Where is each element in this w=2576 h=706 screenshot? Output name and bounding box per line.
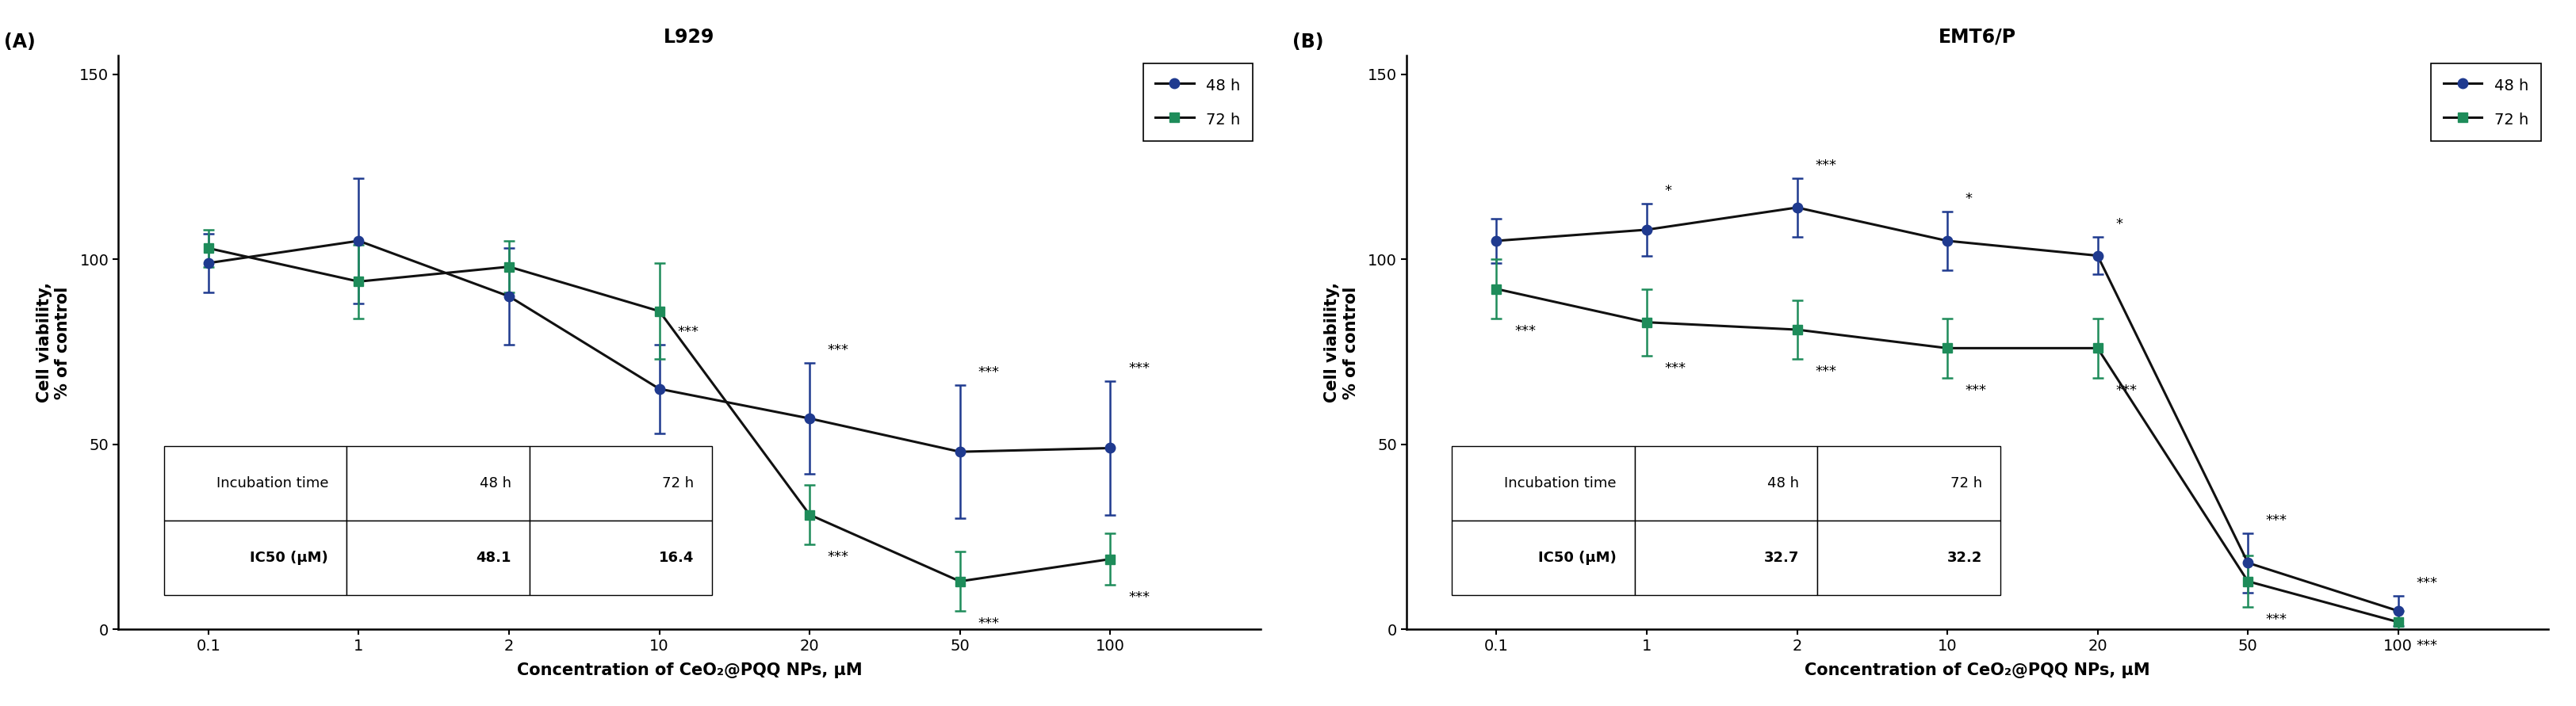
Title: L929: L929 [665,28,716,47]
X-axis label: Concentration of CeO₂@PQQ NPs, μM: Concentration of CeO₂@PQQ NPs, μM [518,663,863,678]
Text: (B): (B) [1293,32,1324,52]
X-axis label: Concentration of CeO₂@PQQ NPs, μM: Concentration of CeO₂@PQQ NPs, μM [1806,663,2151,678]
Text: ***: *** [979,365,999,380]
Text: ***: *** [2267,613,2287,627]
Text: ***: *** [827,550,850,564]
Y-axis label: Cell viability,
% of control: Cell viability, % of control [36,282,70,403]
Text: ***: *** [1128,361,1149,376]
Text: ***: *** [2416,639,2437,653]
Text: *: * [1664,184,1672,198]
Text: ***: *** [1816,365,1837,379]
Text: *: * [2115,217,2123,232]
Text: ***: *** [1128,590,1149,605]
Text: ***: *** [1664,361,1687,376]
Text: ***: *** [1816,158,1837,172]
Text: ***: *** [827,343,850,357]
Text: ***: *** [1965,383,1986,397]
Text: ***: *** [2267,513,2287,527]
Title: EMT6/P: EMT6/P [1940,28,2017,47]
Text: ***: *** [979,616,999,630]
Y-axis label: Cell viability,
% of control: Cell viability, % of control [1324,282,1358,403]
Text: ***: *** [2115,383,2138,397]
Legend: 48 h, 72 h: 48 h, 72 h [1144,64,1252,141]
Text: ***: *** [677,325,698,339]
Legend: 48 h, 72 h: 48 h, 72 h [2432,64,2540,141]
Text: ***: *** [1515,324,1535,338]
Text: (A): (A) [5,32,36,52]
Text: ***: *** [2416,576,2437,590]
Text: *: * [1965,191,1973,205]
